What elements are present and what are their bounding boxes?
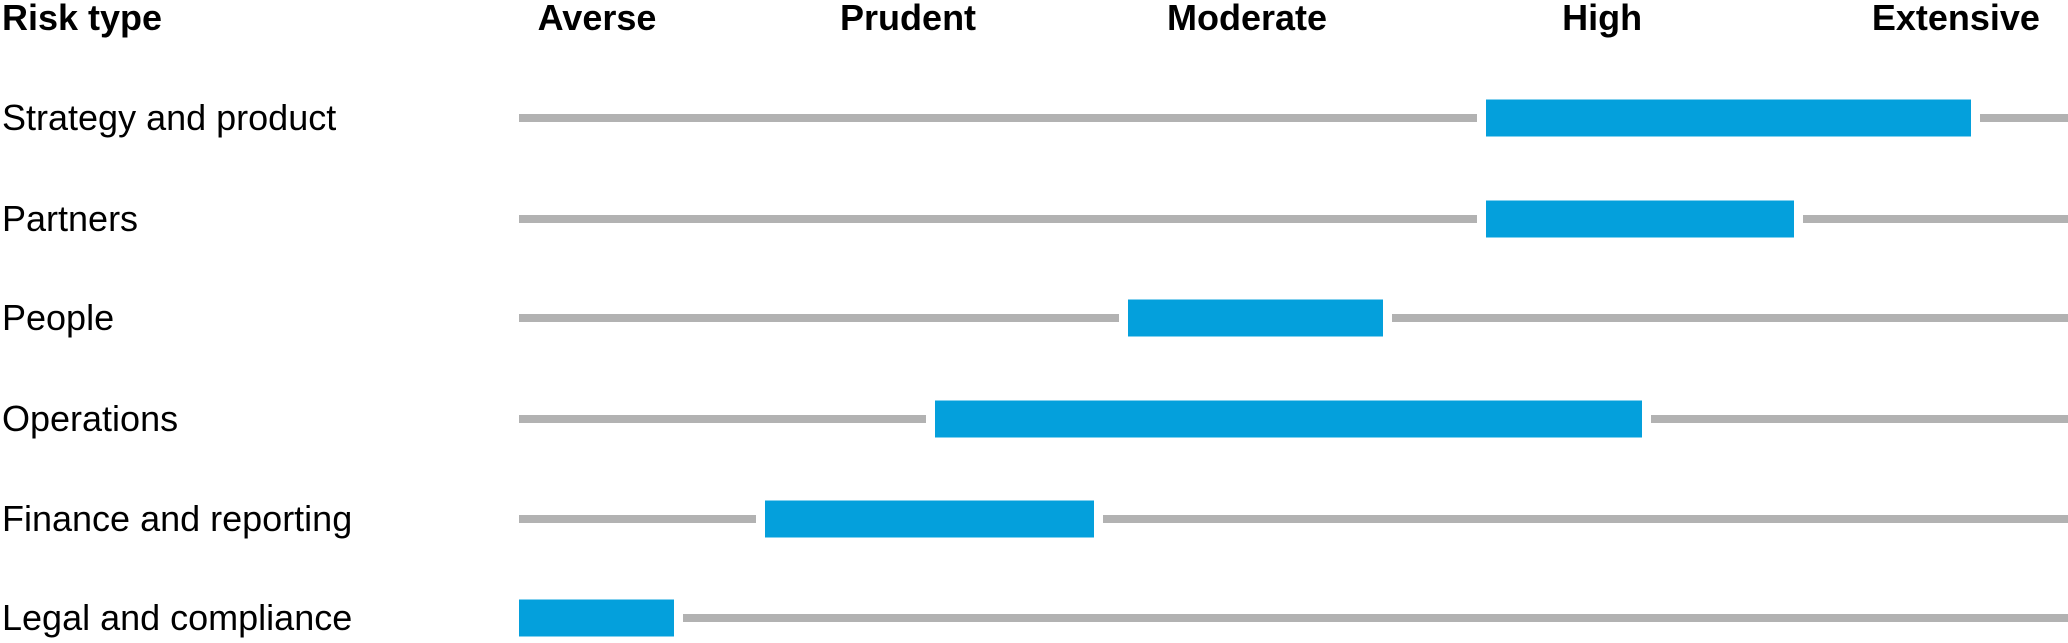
track-left-segment [519,515,756,523]
row-label: Finance and reporting [2,498,353,539]
track-left-segment [519,415,926,423]
track-right-segment [1392,314,2068,322]
row-label: Operations [2,398,179,439]
row-label: People [2,297,115,338]
row-label: Legal and compliance [2,597,353,638]
track-right-segment [1650,415,2068,423]
range-bar-finance-and-reporting [764,500,1094,538]
track-right-segment [1102,515,2068,523]
track-left-segment [519,114,1478,122]
track-right-segment [1980,114,2068,122]
risk-type-header: Risk type [2,0,163,38]
level-header-prudent: Prudent [840,0,977,38]
level-header-high: High [1562,0,1643,38]
range-bar-legal-and-compliance [519,599,674,637]
track-left-segment [519,215,1478,223]
level-header-extensive: Extensive [1871,0,2040,38]
track-right-segment [682,614,2068,622]
range-bar-people [1128,299,1384,337]
track-right-segment [1802,215,2068,223]
row-label: Partners [2,198,139,239]
row-label: Strategy and product [2,97,337,138]
range-bar-operations [934,400,1642,438]
range-bar-strategy-and-product [1486,99,1971,137]
level-header-averse: Averse [537,0,657,38]
track-left-segment [519,314,1120,322]
chart-header: Risk type Averse Prudent Moderate High Exten… [0,0,2068,40]
range-bar-partners [1486,200,1794,238]
level-header-moderate: Moderate [1166,0,1328,38]
